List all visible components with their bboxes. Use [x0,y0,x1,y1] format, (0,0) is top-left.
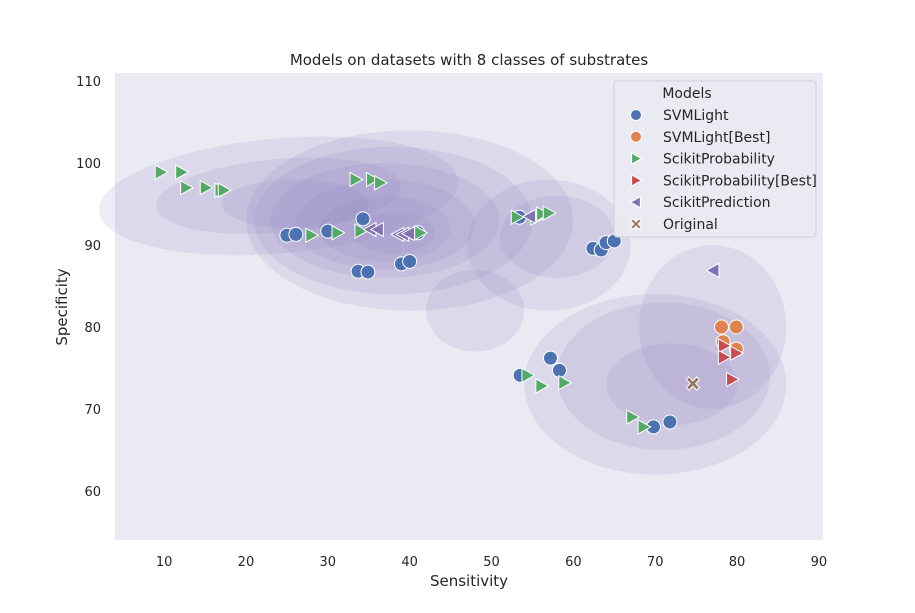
data-point-scikitprobability [510,209,525,226]
y-axis-label: Specificity [53,268,71,345]
data-point-scikitprobability [521,367,536,384]
y-tick-label: 100 [76,157,101,172]
data-point-scikitprobability [331,224,346,241]
density-level-5 [319,195,451,262]
data-point-scikitprediction [400,225,415,242]
data-point-scikitprobability [542,205,557,221]
data-point-svmlight [355,211,371,227]
legend: Models SVMLight SVMLight[Best] ScikitProba… [613,80,817,238]
density-level-2 [156,146,770,450]
density-blob [156,157,402,235]
density-blob [466,179,631,311]
density-level-1 [99,130,787,475]
data-point-scikitprobability [354,223,369,239]
density-blob [319,195,451,262]
legend-entries: SVMLight SVMLight[Best] ScikitProbability S… [629,108,817,233]
x-tick-label: 70 [647,555,664,570]
x-axis-ticks: 10 20 30 40 50 60 70 80 90 [156,555,827,570]
x-tick-label: 90 [811,555,828,570]
density-blob [254,146,533,295]
data-point-scikitprobability [175,164,190,180]
data-point-svmlight [402,253,418,269]
data-point-svmlight [542,350,558,366]
legend-title: Models [662,86,711,102]
x-tick-label: 50 [483,555,500,570]
data-point-svmlight-best [714,319,730,335]
legend-label-scikitprobability-best: ScikitProbability[Best] [663,173,817,189]
data-point-scikitprobability [626,409,641,425]
density-blob [221,179,369,229]
series-original [685,376,701,391]
y-axis-ticks: 60 70 80 90 100 110 [76,75,101,500]
legend-marker-svmlight-best [630,130,642,143]
density-blob [270,163,500,278]
legend-marker-original [630,218,642,230]
legend-label-original: Original [663,217,718,233]
y-tick-label: 110 [76,75,101,90]
x-tick-label: 20 [238,555,255,570]
data-point-scikitprobability [180,179,195,196]
data-point-scikitprobability [365,171,381,188]
data-point-scikitprediction [521,208,537,225]
data-point-svmlight [360,264,376,280]
density-blob [99,136,459,256]
data-point-scikitprobability [199,179,214,196]
data-point-scikitprediction [369,221,384,238]
x-tick-label: 60 [565,555,582,570]
legend-marker-scikitprobability-best [631,174,643,187]
data-point-scikitprobability-best [717,337,732,354]
density-blob [638,245,787,409]
legend-marker-scikitprobability [631,152,643,165]
data-point-svmlight-best [728,319,744,335]
legend-label-svmlight-best: SVMLight[Best] [663,130,770,146]
chart-title: Models on datasets with 8 classes of sub… [290,51,649,69]
data-point-scikitprobability [535,378,550,394]
density-blob [499,195,615,278]
data-point-scikitprobability [154,164,169,180]
data-point-scikitprobability [637,419,652,435]
x-axis-label: Sensitivity [430,572,508,590]
y-tick-label: 80 [84,321,101,336]
x-tick-label: 40 [401,555,418,570]
legend-label-scikitprediction: ScikitPrediction [663,195,771,211]
series-scikitprobability [154,164,652,435]
y-tick-label: 70 [84,403,101,418]
data-point-scikitprobability [349,171,364,188]
x-tick-label: 30 [320,555,337,570]
data-point-scikitprobability-best [730,345,745,362]
y-tick-label: 90 [84,239,101,254]
density-blob [606,343,738,426]
data-points [154,164,745,435]
data-point-svmlight [288,226,304,242]
data-point-scikitprediction [705,262,720,279]
x-tick-label: 10 [156,555,173,570]
y-tick-label: 60 [84,485,101,500]
series-scikitprobability-best [717,337,745,388]
series-scikitprediction [362,208,720,279]
density-blob [426,269,525,352]
data-point-scikitprobability [305,227,320,244]
data-point-svmlight [662,414,678,430]
data-point-original [685,376,701,391]
legend-box [613,80,817,238]
data-point-scikitprobability-best [726,371,741,388]
density-blob [245,130,574,311]
data-point-svmlight [551,362,567,378]
legend-marker-svmlight [630,109,642,121]
legend-marker-scikitprediction [629,195,641,209]
density-level-3 [221,163,738,426]
data-point-scikitprobability [374,174,389,191]
legend-label-scikitprobability: ScikitProbability [663,152,775,168]
data-point-scikitprobability [217,182,232,199]
x-tick-label: 80 [729,555,746,570]
density-level-4 [295,179,476,270]
data-point-scikitprobability-best [717,349,732,366]
legend-label-svmlight: SVMLight [663,108,729,124]
data-point-scikitprobability [558,374,573,391]
density-blob [295,179,476,270]
density-contours [99,130,787,475]
